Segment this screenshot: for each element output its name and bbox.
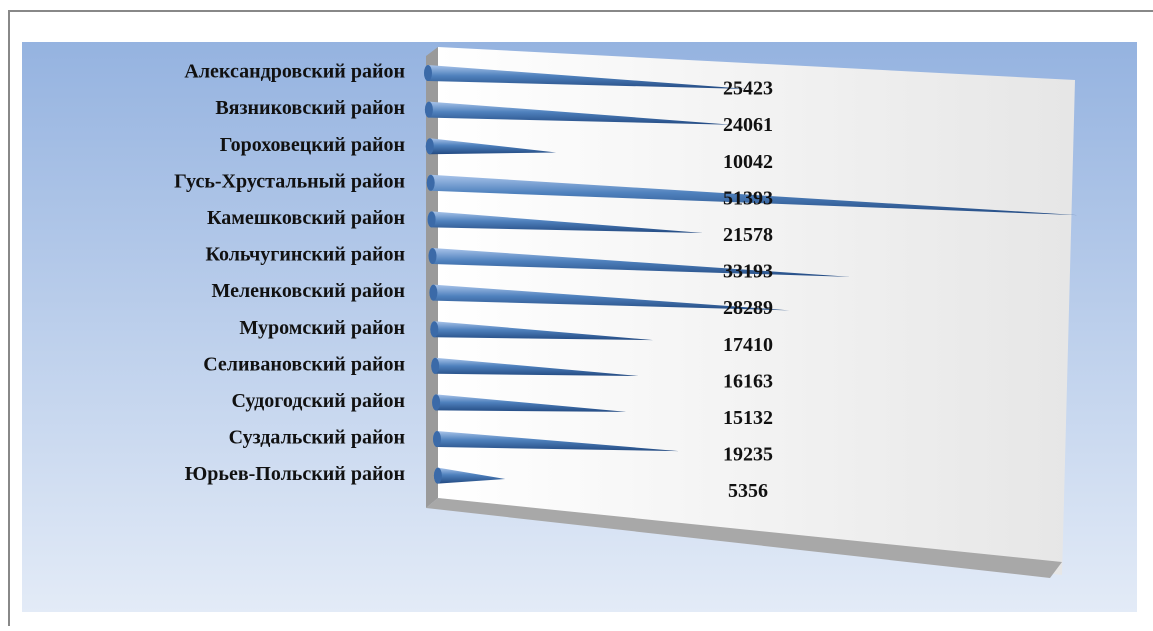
category-label: Вязниковский район [215, 97, 405, 119]
cone [431, 357, 639, 376]
value-label: 24061 [723, 114, 773, 136]
cone-base [430, 321, 439, 338]
value-label: 33193 [723, 261, 773, 283]
category-label: Александровский район [184, 61, 405, 83]
value-label: 10042 [723, 151, 773, 173]
value-label: 51393 [723, 187, 773, 209]
value-label: 5356 [728, 480, 768, 502]
category-label: Юрьев-Польский район [185, 463, 405, 485]
category-label: Суздальский район [229, 427, 405, 449]
cone-base [428, 248, 437, 264]
cone [428, 248, 851, 277]
value-label: 16163 [723, 370, 773, 392]
side-wall [426, 47, 438, 508]
value-label: 25423 [723, 78, 773, 100]
cone-base [426, 174, 435, 191]
cone-base [433, 431, 441, 447]
cone-base [424, 65, 432, 81]
cone [426, 174, 1078, 216]
cone-base [431, 357, 440, 374]
cone [424, 65, 749, 90]
cone [433, 467, 506, 484]
cone-base [425, 138, 434, 155]
cone [430, 321, 654, 341]
cone [425, 138, 557, 155]
category-label: Судогодский район [231, 390, 405, 412]
category-label: Гусь-Хрустальный район [174, 170, 405, 192]
category-label: Меленковский район [211, 280, 405, 302]
cone [433, 431, 680, 452]
category-label: Селивановский район [203, 353, 405, 375]
cone [427, 211, 704, 233]
value-label: 28289 [723, 297, 773, 319]
cone-base [433, 467, 442, 484]
cone-base [424, 101, 433, 118]
cone [424, 101, 732, 125]
value-label: 17410 [723, 334, 773, 356]
cone-base [432, 394, 441, 411]
back-wall [438, 47, 1075, 575]
category-label: Камешковский район [207, 207, 405, 229]
value-label: 15132 [723, 407, 773, 429]
floor [426, 498, 1062, 578]
cone-base [427, 211, 436, 228]
category-label: Кольчугинский район [205, 244, 405, 266]
category-label: Муромский район [239, 317, 405, 339]
value-label: 21578 [723, 224, 773, 246]
cone [429, 284, 790, 311]
category-label: Гороховецкий район [220, 134, 405, 156]
cone [432, 394, 627, 412]
value-label: 19235 [723, 444, 773, 466]
cone-base [429, 284, 438, 301]
